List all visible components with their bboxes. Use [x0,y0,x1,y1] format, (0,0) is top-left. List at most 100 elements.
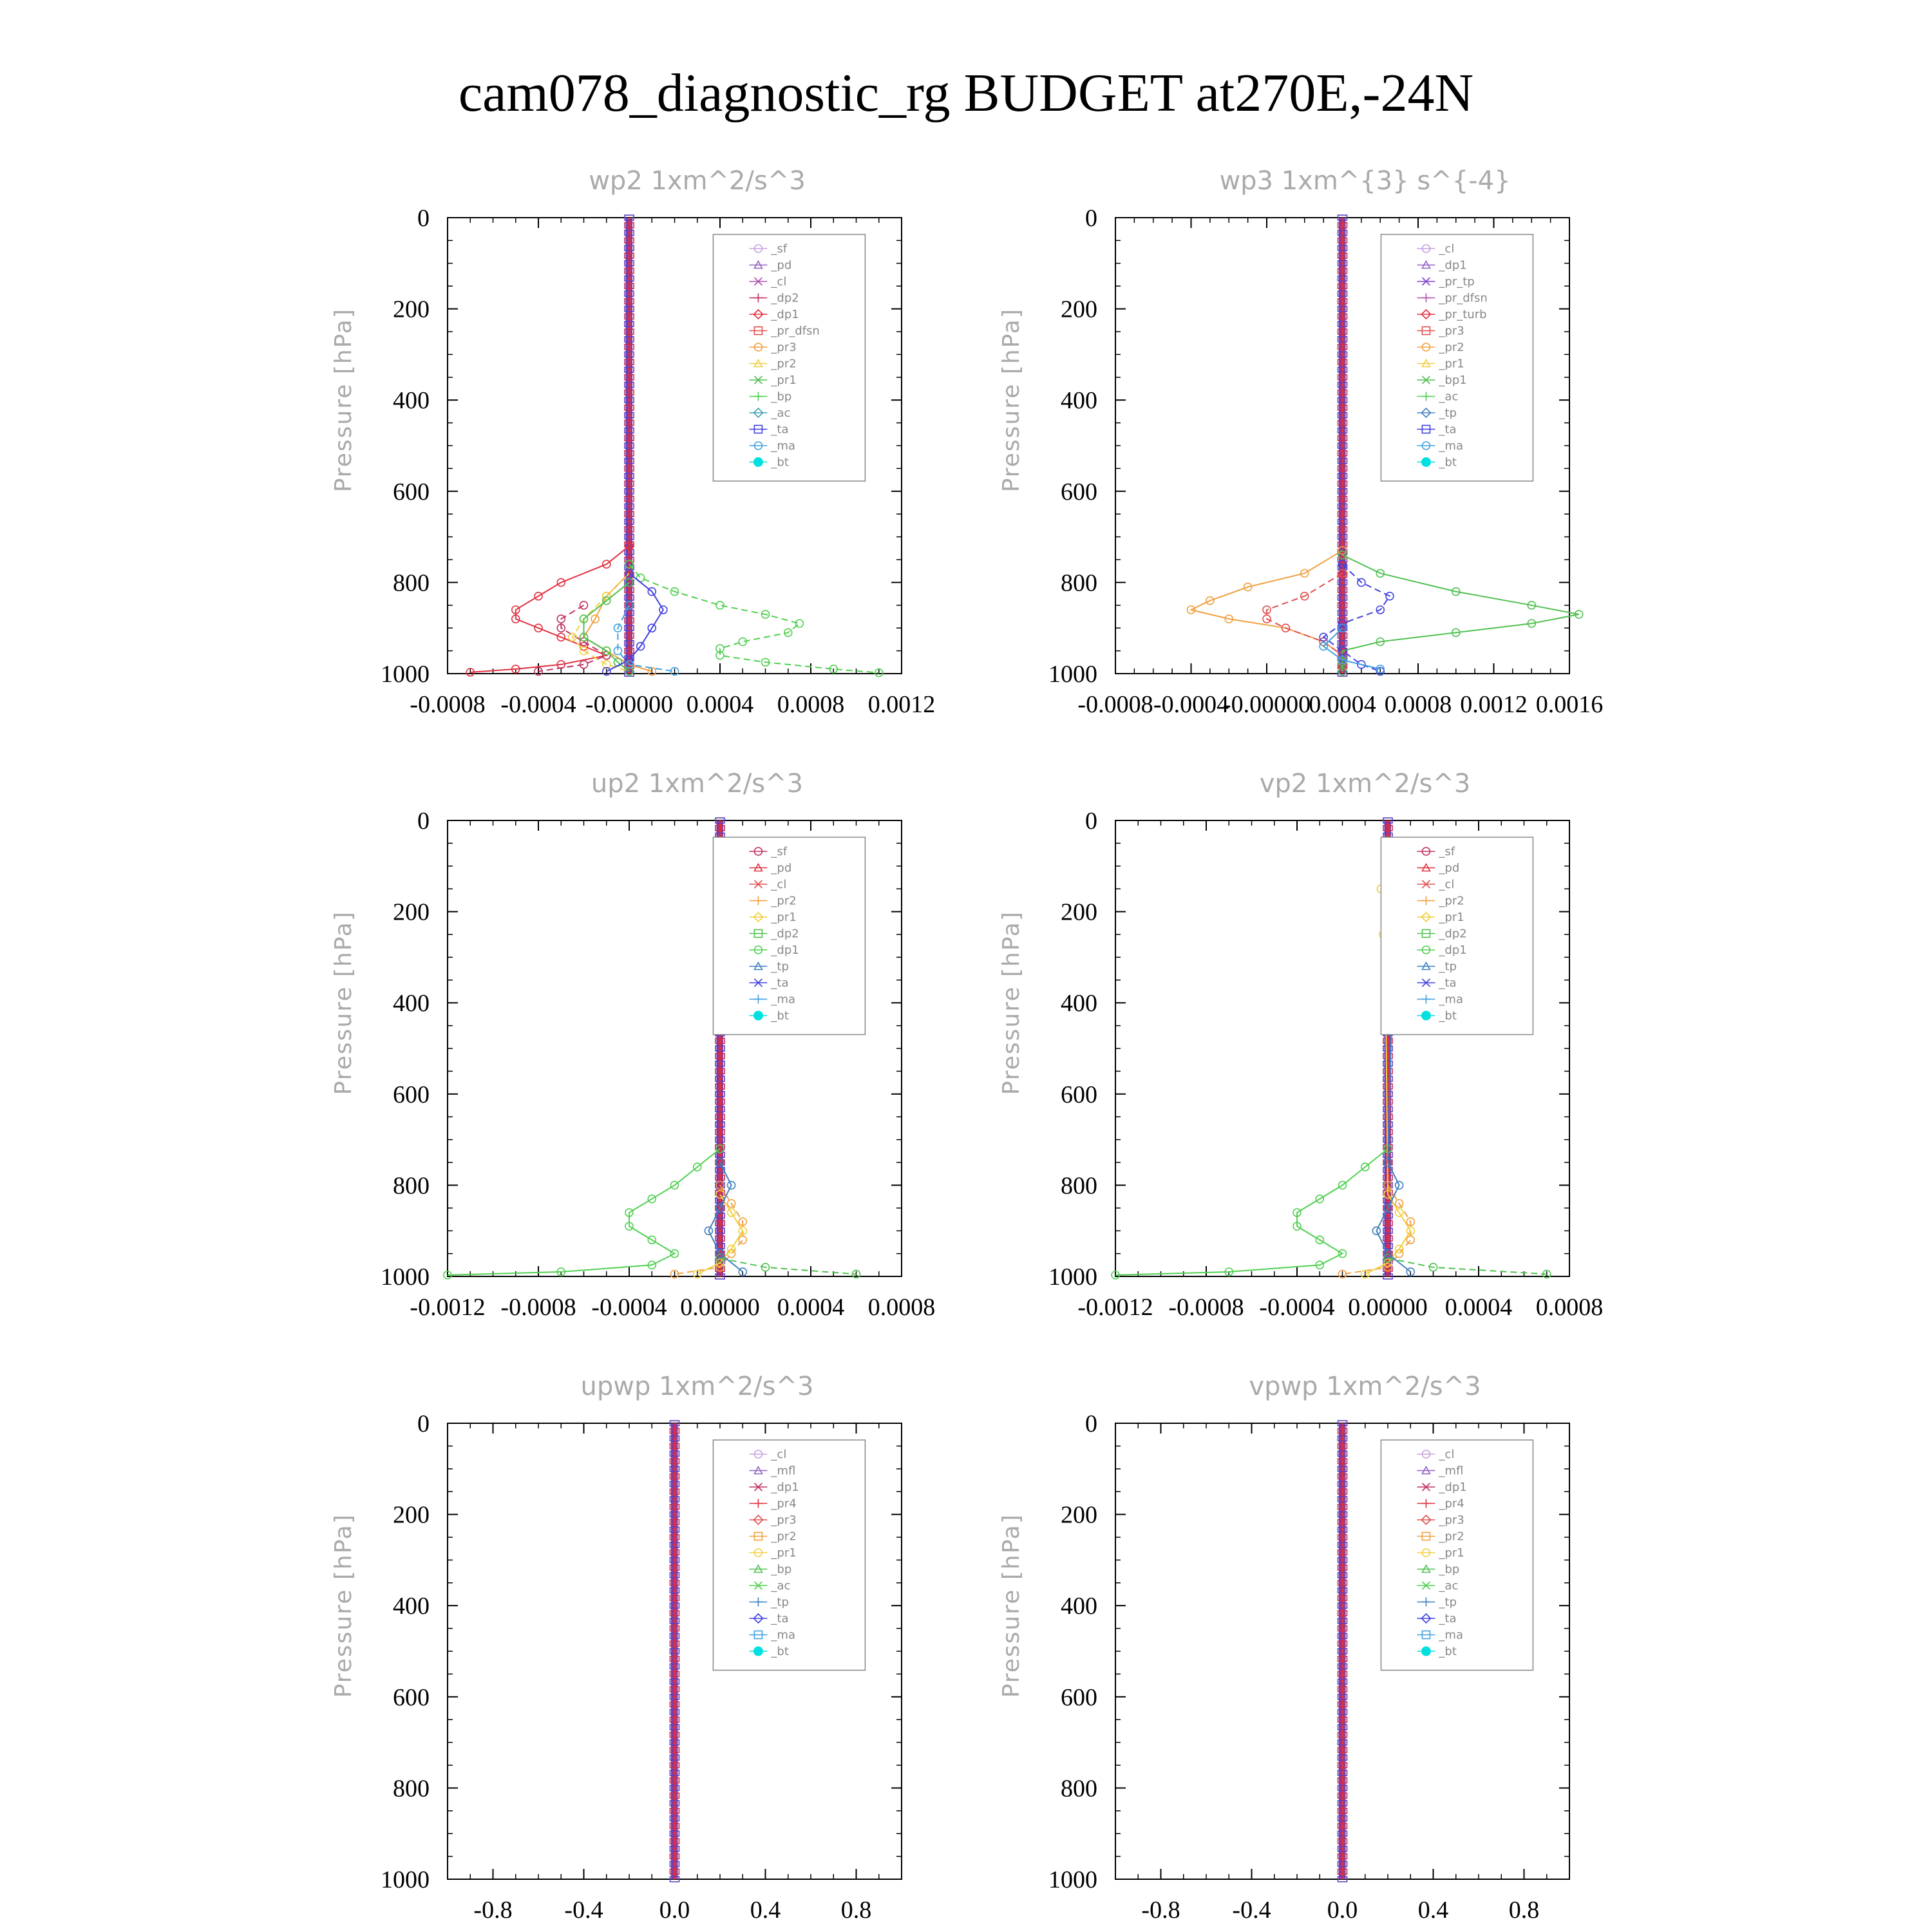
zero-profile-marker [669,1625,680,1632]
series-point [715,1258,724,1267]
zero-profile-marker [624,404,634,411]
legend-entry: _ma [1438,1629,1463,1642]
legend-entry: _dp2 [770,292,799,305]
x-tick-label: 0.00000 [1348,1294,1428,1321]
legend-marker [753,911,764,923]
legend-marker [1421,358,1431,368]
series-line-pr2 [1342,1184,1412,1275]
series-point [1224,614,1234,623]
legend-entry: _dp2 [770,927,799,941]
legend-entry: _pr_tp [1438,275,1474,289]
series-line-ta [606,573,665,672]
series-point [1186,605,1196,614]
zero-profile-marker [669,1739,680,1746]
series-point [647,1260,657,1270]
zero-profile-marker [715,1121,725,1128]
zero-profile-marker [1337,1542,1348,1548]
zero-profile-marker [669,1694,680,1700]
legend-entry: _pr2 [1438,1530,1464,1544]
zero-profile-marker [1337,1671,1348,1678]
y-tick-label: 600 [1061,478,1097,506]
zero-profile-marker [1337,511,1348,518]
series-point [1315,1194,1325,1204]
zero-profile-marker [1337,1534,1348,1540]
zero-profile-marker [715,1220,725,1227]
legend-marker [753,424,763,434]
x-tick-label: 0.0012 [868,691,936,718]
series-point [1360,1269,1370,1279]
series-point [579,660,589,669]
panel-3: up2 1xm^2/s^3 Pressure [hPa] 0 200 400 600 800… [330,769,935,1321]
legend-marker [753,358,763,368]
series-point [647,1235,657,1245]
panel-6: vpwp 1xm^2/s^3 Pressure [hPa] 0 200 400 600 80… [998,1372,1570,1924]
series-point [704,1226,714,1235]
zero-profile-marker [1337,503,1348,510]
zero-profile-marker [1383,1075,1393,1082]
zero-profile-marker [1337,1792,1348,1799]
zero-profile-marker [669,1572,680,1578]
series-point [715,1204,724,1213]
series-point [625,1222,634,1231]
series-point [1338,1180,1347,1190]
zero-profile-marker [1337,435,1348,442]
zero-profile-marker [1383,1273,1393,1280]
panel-5: upwp 1xm^2/s^3 Pressure [hPa] 0 200 400 600 80… [330,1372,902,1924]
zero-profile-marker [715,1212,725,1219]
zero-profile-marker [669,1633,680,1640]
zero-profile-marker [715,1083,725,1090]
zero-profile-marker [669,1511,680,1518]
x-tick-label: 0.0012 [1460,691,1528,718]
legend-marker [753,994,763,1004]
legend-marker [1421,1597,1431,1607]
zero-profile-marker [624,632,634,639]
panel-title: vp2 1xm^2/s^3 [1260,769,1471,799]
series-point [715,1189,724,1199]
y-tick-label: 200 [1061,1502,1097,1529]
zero-profile-marker [1337,298,1348,305]
zero-profile-marker [669,1846,680,1852]
zero-profile-marker [669,1435,680,1442]
legend-box [1380,837,1534,1036]
series-point [1406,1226,1416,1235]
series-point [1383,1249,1392,1258]
zero-profile-marker [669,1618,680,1624]
zero-profile-marker [624,435,634,442]
legend-entry: _cl [1438,878,1454,891]
series-point [647,667,657,676]
zero-profile-marker [624,442,634,449]
series-point [625,541,634,551]
series-point [715,1180,724,1190]
legend-entry: _bt [770,1009,788,1023]
series-point [1300,591,1309,601]
legend-marker [1421,1514,1432,1526]
series-point [1394,1180,1404,1190]
zero-profile-marker [624,245,634,252]
legend-marker [753,244,763,253]
x-tick-label: -0.0012 [410,1294,485,1321]
legend-entry: _bp [770,1563,791,1577]
series-point [1338,667,1347,676]
zero-profile-marker [624,556,634,563]
legend-marker [1421,424,1431,434]
zero-profile-marker [1383,1250,1393,1257]
series-point [534,623,543,633]
legend-entry: _ac [770,406,790,420]
x-tick-label: -0.0008 [1168,1294,1244,1321]
series-point [783,628,793,638]
legend-entry: _dp1 [1438,943,1466,957]
series-point [715,1144,724,1153]
y-tick-label: 200 [1061,296,1097,323]
legend-entry: _ma [1438,993,1463,1007]
legend-marker [753,1010,763,1021]
zero-profile-marker [1337,639,1348,647]
series-point [726,1180,736,1190]
legend-entry: _ac [1438,390,1458,404]
zero-profile-marker [715,1129,725,1135]
legend-entry: _cl [1438,242,1454,256]
zero-profile-marker [715,1106,725,1113]
series-point [1262,605,1271,614]
series-point [579,600,589,610]
series-point [738,1235,748,1245]
series-point [1360,1162,1370,1171]
